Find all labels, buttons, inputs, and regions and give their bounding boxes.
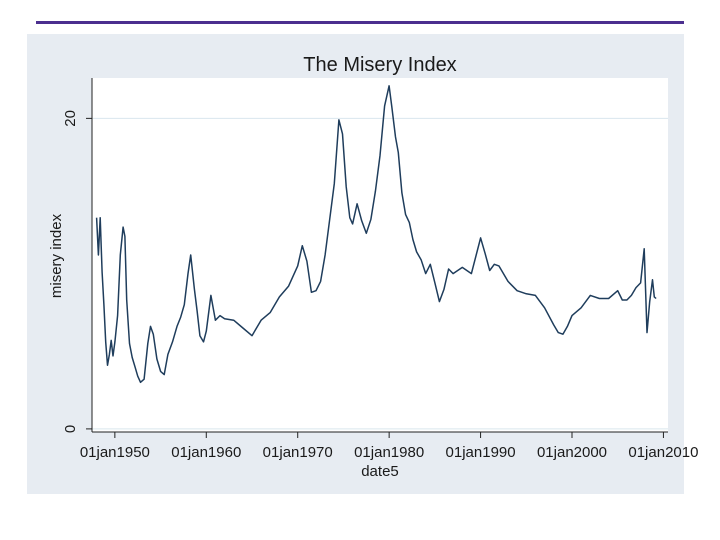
y-tick-label: 20 <box>62 110 79 127</box>
gridlines <box>92 117 668 430</box>
x-tick-label: 01jan2000 <box>537 444 607 461</box>
x-tick-label: 01jan1950 <box>80 444 150 461</box>
chart-title: The Misery Index <box>303 54 456 76</box>
x-ticks: 01jan1950 01jan1960 01jan1970 01jan1980 01ja… <box>80 432 698 461</box>
x-tick-label: 01jan1970 <box>263 444 333 461</box>
plot-area <box>92 78 668 432</box>
x-tick-label: 01jan1990 <box>446 444 516 461</box>
x-tick-label: 01jan2010 <box>628 444 698 461</box>
top-rule <box>36 21 684 24</box>
x-axis-title: date5 <box>361 463 399 480</box>
y-ticks: 0 20 <box>62 110 92 433</box>
y-tick-label: 0 <box>62 425 79 433</box>
x-tick-label: 01jan1960 <box>171 444 241 461</box>
x-tick-label: 01jan1980 <box>354 444 424 461</box>
y-axis-title: misery index <box>48 213 65 298</box>
series-line-misery-index <box>95 85 657 384</box>
